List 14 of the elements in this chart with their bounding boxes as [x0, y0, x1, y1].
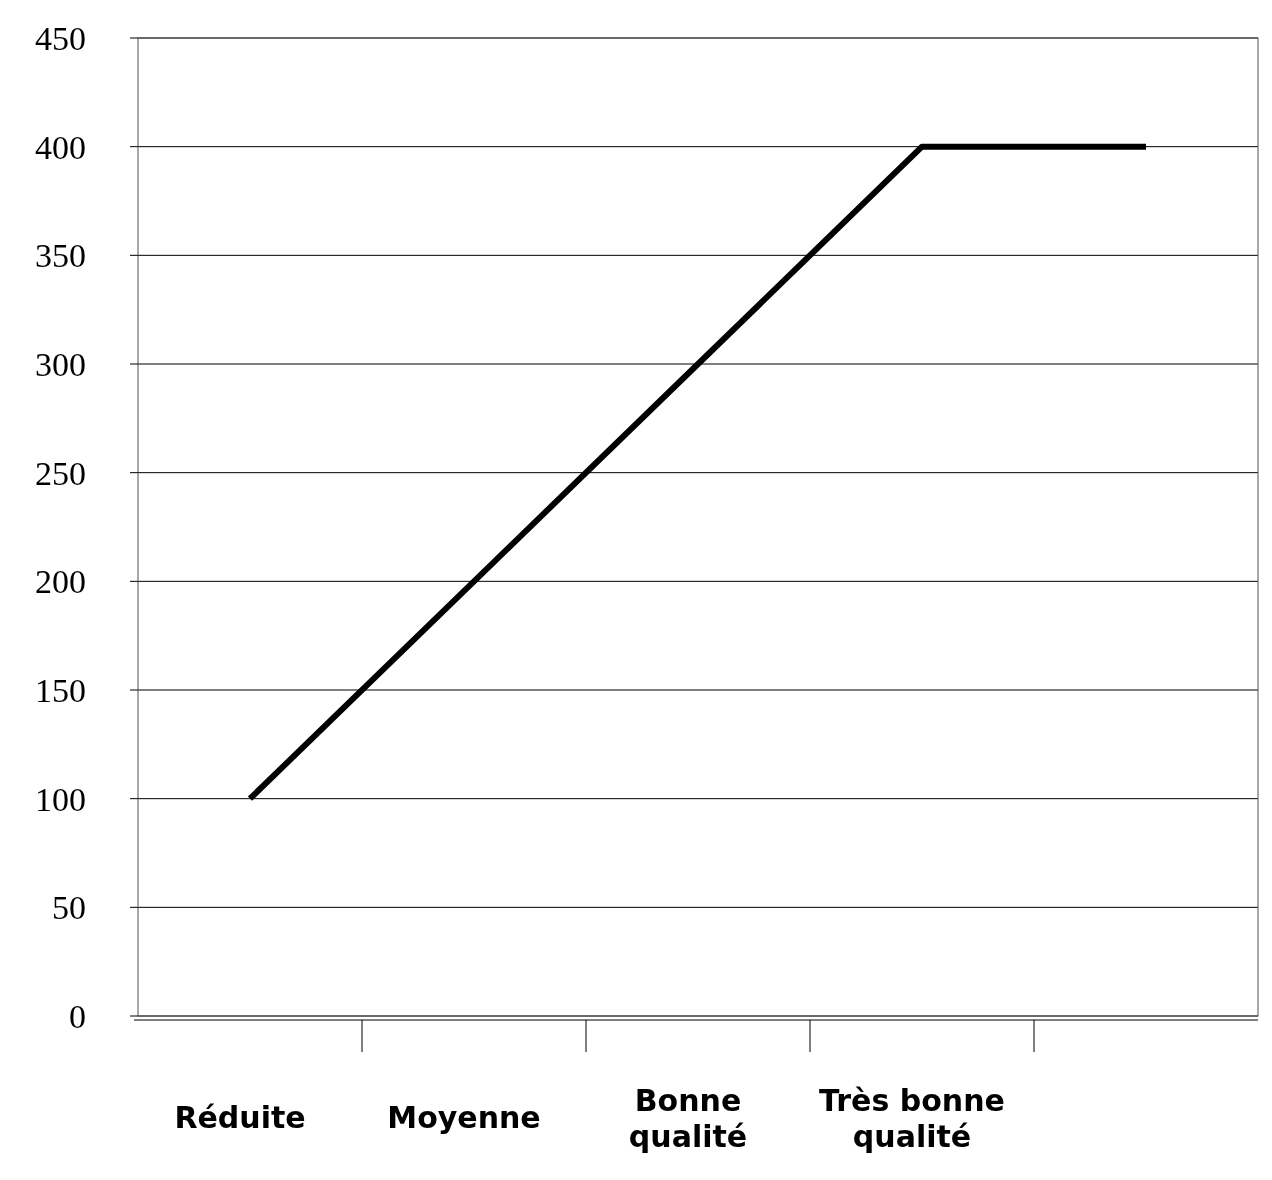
- y-tick-label: 150: [35, 671, 86, 709]
- y-tick-label: 50: [52, 889, 86, 927]
- y-tick-label: 200: [35, 563, 86, 601]
- y-tick-label: 400: [35, 128, 86, 166]
- x-tick-label: Bonne qualité: [628, 1083, 748, 1154]
- y-tick-label: 0: [69, 997, 86, 1035]
- x-tick-label: Moyenne: [387, 1100, 541, 1135]
- y-tick-label: 250: [35, 454, 86, 492]
- y-tick-label: 350: [35, 237, 86, 275]
- x-tick-label: Réduite: [174, 1100, 306, 1135]
- y-tick-label: 450: [35, 19, 86, 57]
- y-tick-label: 100: [35, 780, 86, 818]
- y-tick-label: 300: [35, 345, 86, 383]
- x-tick-label: Très bonne qualité: [819, 1083, 1005, 1154]
